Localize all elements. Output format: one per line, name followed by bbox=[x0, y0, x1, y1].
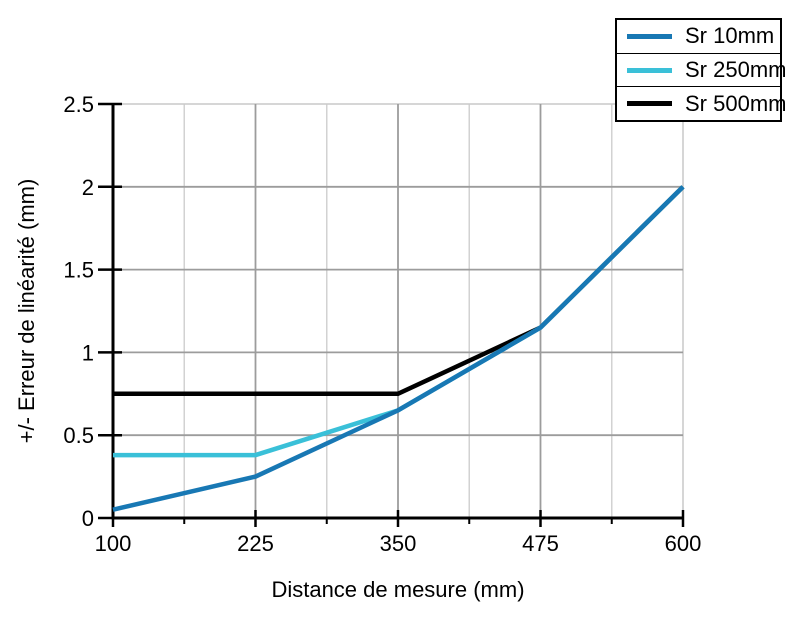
x-tick-label: 350 bbox=[380, 531, 417, 556]
legend-label: Sr 500mm bbox=[685, 90, 787, 116]
legend-label: Sr 250mm bbox=[685, 57, 787, 82]
y-tick-label: 0 bbox=[82, 506, 94, 531]
legend-label: Sr 10mm bbox=[685, 23, 775, 49]
series-line-sr-10mm bbox=[112, 185, 685, 512]
y-tick-label: 1.5 bbox=[63, 258, 94, 283]
legend-item: Sr 500mm bbox=[617, 86, 786, 120]
x-tick-label: 225 bbox=[237, 531, 274, 556]
x-axis-title: Distance de mesure (mm) bbox=[271, 577, 524, 602]
y-axis-title: +/- Erreur de linéarité (mm) bbox=[14, 179, 39, 444]
tick-labels: 100 225 350 475 600 0 0.5 1 1.5 2 2.5 bbox=[63, 92, 701, 556]
gridlines bbox=[113, 103, 684, 518]
legend-item: Sr 250mm bbox=[617, 52, 786, 87]
legend: Sr 10mm Sr 250mm Sr 500mm bbox=[615, 18, 786, 122]
y-tick-label: 1 bbox=[82, 340, 94, 365]
series-lines bbox=[112, 185, 685, 512]
legend-line-swatch bbox=[627, 33, 672, 39]
legend-line-swatch bbox=[627, 67, 672, 73]
y-tick-label: 2 bbox=[82, 175, 94, 200]
axes bbox=[98, 102, 685, 527]
legend-item: Sr 10mm bbox=[617, 20, 780, 53]
x-tick-label: 100 bbox=[95, 531, 132, 556]
legend-line-swatch bbox=[627, 101, 672, 107]
x-tick-label: 600 bbox=[665, 531, 702, 556]
x-tick-label: 475 bbox=[522, 531, 559, 556]
y-tick-label: 2.5 bbox=[63, 92, 94, 117]
y-tick-label: 0.5 bbox=[63, 423, 94, 448]
